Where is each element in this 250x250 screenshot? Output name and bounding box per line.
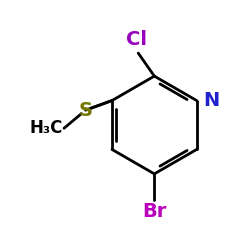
Text: H₃C: H₃C <box>30 119 63 137</box>
Text: Br: Br <box>142 202 167 222</box>
Text: S: S <box>78 101 92 120</box>
Text: Cl: Cl <box>126 30 148 49</box>
Text: N: N <box>203 91 219 110</box>
